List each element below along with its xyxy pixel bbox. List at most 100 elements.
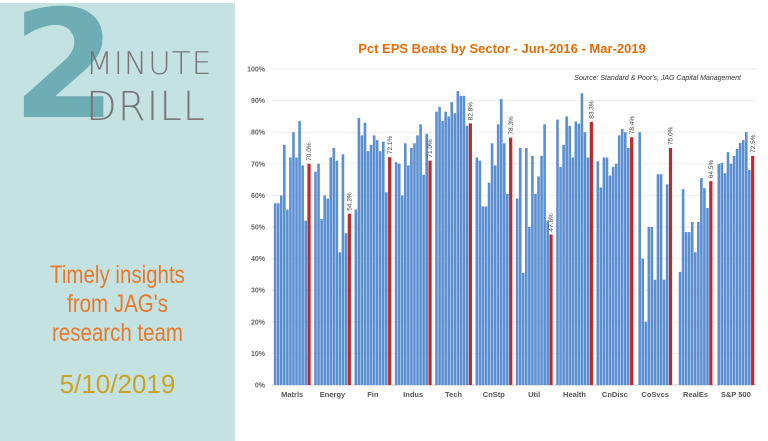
bar-matrls-q7 [292, 132, 295, 385]
x-category-label: Energy [320, 390, 346, 399]
bar-cnstp-q3 [481, 206, 485, 385]
bar-cosvcs-q6 [653, 279, 657, 385]
bar-util-q9 [540, 155, 543, 385]
bar-cnstp-q1 [475, 157, 479, 385]
bar-matrls-q4 [283, 144, 286, 385]
bar-cosvcs-q10 [665, 184, 669, 385]
bar-indus-q10 [422, 174, 425, 385]
bar-energy-q1 [314, 171, 317, 385]
bar-reales-q3 [684, 232, 688, 385]
bar-reales-q7 [697, 221, 700, 385]
x-category-label: Indus [403, 390, 423, 399]
bar-cndisc-q7 [614, 163, 618, 385]
data-label: 64.5% [708, 160, 715, 179]
bar-reales-q9 [703, 188, 706, 385]
bar-cnstp-q4 [484, 206, 488, 385]
bar-util-q7 [534, 193, 537, 385]
y-tick-label: 50% [251, 225, 266, 232]
bar-tech-q1 [435, 111, 438, 385]
bar-cndisc-q10 [623, 132, 627, 385]
bar-reales-q4 [687, 232, 691, 385]
bar-sp500-q10 [744, 132, 748, 385]
bar-cosvcs-q3 [644, 321, 648, 385]
bar-energy-q3 [320, 219, 323, 385]
y-tick-label: 60% [251, 193, 266, 200]
bar-tech-q2 [438, 106, 441, 386]
bar-sp500-q3 [723, 173, 727, 385]
bar-cndisc-q3 [602, 157, 606, 385]
bar-indus-q11 [425, 133, 428, 385]
bar-sp500-q1 [717, 163, 721, 385]
bar-cndisc-q6 [611, 166, 615, 385]
bar-matrls-q5 [286, 209, 289, 385]
bar-energy-average [347, 213, 351, 385]
bar-cndisc-q8 [617, 135, 621, 385]
bar-tech-q4 [444, 111, 447, 385]
bar-reales-q8 [700, 178, 703, 385]
bar-health-q11 [586, 157, 590, 385]
bar-cndisc-average [630, 137, 634, 385]
bar-energy-q6 [329, 157, 333, 385]
bar-fin-q8 [375, 140, 379, 385]
bar-tech-q9 [459, 95, 463, 386]
bar-util-q6 [531, 155, 534, 385]
bar-tech-q6 [450, 102, 454, 386]
bar-indus-q3 [400, 195, 404, 385]
y-tick-label: 100% [247, 67, 266, 74]
data-label: 54.2% [347, 192, 354, 211]
tagline-line-1: Timely insights [50, 261, 185, 289]
x-category-label: Health [563, 390, 586, 399]
y-tick-label: 10% [251, 351, 266, 358]
bar-tech-q5 [447, 116, 450, 386]
chart-source: Source: Standard & Poor's, JAG Capital M… [574, 75, 742, 82]
bar-cosvcs-q2 [641, 258, 645, 385]
logo-word-minute: MINUTE [86, 46, 213, 82]
bar-sp500-q8 [738, 142, 742, 385]
bar-matrls-q3 [279, 195, 283, 385]
bar-tech-q7 [453, 113, 457, 386]
bar-health-q5 [568, 125, 571, 385]
bar-cosvcs-q8 [659, 174, 663, 385]
bar-reales-q2 [681, 189, 685, 385]
bar-matrls-q10 [301, 165, 304, 385]
bar-cndisc-q9 [620, 129, 624, 385]
x-category-label: Util [528, 390, 540, 399]
bar-cosvcs-q1 [638, 132, 641, 385]
y-tick-label: 80% [251, 130, 266, 137]
y-tick-label: 40% [251, 256, 266, 263]
bar-energy-q7 [332, 148, 336, 385]
bar-reales-q1 [678, 271, 682, 385]
bar-util-q8 [537, 176, 540, 385]
bar-indus-q8 [416, 135, 419, 385]
y-tick-label: 20% [251, 319, 266, 326]
bar-cnstp-q8 [496, 124, 500, 386]
x-category-label: Fin [367, 390, 379, 399]
bar-reales-q10 [706, 208, 709, 385]
bar-cndisc-q4 [605, 157, 609, 385]
bar-tech-q10 [462, 95, 466, 386]
bar-cosvcs-q7 [656, 174, 660, 385]
bar-cndisc-q5 [608, 175, 612, 385]
bar-util-q4 [525, 148, 528, 385]
bar-fin-average [388, 157, 392, 385]
bar-util-q11 [546, 220, 549, 385]
data-label: 72.5% [750, 134, 757, 153]
bar-indus-q7 [413, 143, 416, 385]
bar-util-q10 [543, 124, 546, 386]
bar-cosvcs-q5 [650, 227, 654, 385]
bar-tech-average [468, 123, 472, 386]
bar-cnstp-q7 [493, 165, 497, 385]
y-tick-label: 0% [255, 383, 266, 390]
x-category-label: CnStp [483, 390, 505, 399]
bar-energy-q4 [323, 195, 326, 385]
bar-energy-q5 [326, 198, 329, 385]
bar-cndisc-q2 [599, 187, 603, 385]
bar-fin-q6 [369, 144, 373, 385]
bar-util-q5 [528, 227, 531, 385]
bar-indus-average [428, 160, 432, 385]
bar-util-q3 [521, 272, 525, 385]
bar-tech-q8 [456, 91, 460, 386]
bar-fin-q4 [363, 122, 367, 385]
x-category-label: RealEs [683, 390, 708, 399]
data-label: 70.0% [306, 142, 313, 161]
